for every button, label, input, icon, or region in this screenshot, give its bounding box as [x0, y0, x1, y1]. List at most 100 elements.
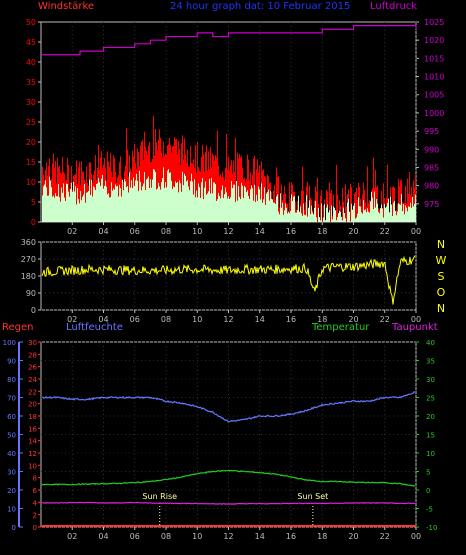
wind-y-tick-label: 45 — [26, 38, 36, 47]
wind-x-tick-label: 14 — [255, 227, 265, 236]
compass-label: N — [437, 302, 445, 315]
direction-y-tick-label: 0 — [31, 306, 36, 315]
direction-x-tick-label: 04 — [98, 315, 108, 324]
wind-axis-label: Windstärke — [38, 1, 95, 12]
sunrise-label: Sun Rise — [142, 492, 177, 501]
wind-x-tick-label: 02 — [67, 227, 77, 236]
rain-y-tick-label: 10 — [28, 462, 37, 470]
compass-label: O — [437, 286, 446, 299]
temperature-line — [41, 469, 415, 487]
compass-label: N — [437, 238, 445, 251]
rain-y-tick-label: 2 — [33, 512, 37, 520]
humidity-y-tick-label: 60 — [7, 413, 16, 421]
temperature-y-tick-label: 40 — [426, 339, 435, 347]
direction-y-tick-label: 270 — [21, 255, 36, 264]
dewpoint-label: Taupunkt — [392, 322, 438, 333]
temperature-y-tick-label: 20 — [426, 413, 435, 421]
rain-y-tick-label: 8 — [33, 475, 37, 483]
pressure-y-tick-label: 980 — [424, 182, 439, 191]
wind-y-tick-label: 35 — [26, 78, 36, 87]
pressure-axis-label: Luftdruck — [370, 1, 418, 12]
direction-x-tick-label: 00 — [411, 315, 421, 324]
climate-x-tick-label: 18 — [317, 532, 327, 541]
wind-x-tick-label: 08 — [161, 227, 171, 236]
humidity-y-tick-label: 70 — [7, 395, 16, 403]
pressure-y-tick-label: 1025 — [424, 18, 444, 27]
humidity-y-tick-label: 100 — [3, 339, 16, 347]
temperature-y-tick-label: -5 — [426, 506, 433, 514]
pressure-y-tick-label: 1020 — [424, 36, 444, 45]
climate-x-tick-label: 06 — [130, 532, 140, 541]
humidity-y-tick-label: 30 — [7, 469, 16, 477]
climate-x-tick-label: 10 — [192, 532, 202, 541]
wind-y-tick-label: 10 — [26, 178, 36, 187]
wind-y-tick-label: 20 — [26, 138, 36, 147]
direction-y-tick-label: 90 — [26, 289, 36, 298]
direction-x-tick-label: 02 — [67, 315, 77, 324]
pressure-y-tick-label: 995 — [424, 127, 439, 136]
wind-direction-line — [41, 255, 416, 305]
wind-x-tick-label: 06 — [130, 227, 140, 236]
wind-x-tick-label: 00 — [411, 227, 421, 236]
chart-title: 24 hour graph dat: 10 Februar 2015 — [170, 1, 351, 12]
climate-x-tick-label: 00 — [411, 532, 421, 541]
climate-x-tick-label: 14 — [255, 532, 265, 541]
climate-x-tick-label: 04 — [98, 532, 108, 541]
rain-label: Regen — [2, 322, 34, 333]
direction-x-tick-label: 12 — [223, 315, 233, 324]
climate-x-tick-label: 08 — [161, 532, 171, 541]
rain-y-tick-label: 26 — [28, 364, 37, 372]
humidity-y-tick-label: 40 — [7, 450, 16, 458]
direction-x-tick-label: 06 — [130, 315, 140, 324]
pressure-y-tick-label: 985 — [424, 163, 439, 172]
compass-label: S — [438, 270, 445, 283]
pressure-y-tick-label: 975 — [424, 200, 439, 209]
humidity-y-tick-label: 90 — [7, 358, 16, 366]
pressure-y-tick-label: 1015 — [424, 54, 444, 63]
rain-y-tick-label: 22 — [28, 388, 37, 396]
temperature-y-tick-label: 0 — [426, 487, 430, 495]
rain-y-tick-label: 24 — [28, 376, 37, 384]
rain-y-tick-label: 20 — [28, 401, 37, 409]
wind-x-tick-label: 20 — [348, 227, 358, 236]
direction-x-tick-label: 20 — [348, 315, 358, 324]
temperature-y-tick-label: 35 — [426, 358, 435, 366]
compass-label: W — [436, 254, 447, 267]
wind-y-tick-label: 30 — [26, 98, 36, 107]
wind-y-tick-label: 50 — [26, 18, 36, 27]
direction-x-tick-label: 22 — [380, 315, 390, 324]
wind-y-tick-label: 15 — [26, 158, 36, 167]
wind-y-tick-label: 0 — [31, 218, 36, 227]
temperature-y-tick-label: 25 — [426, 395, 435, 403]
pressure-y-tick-label: 1010 — [424, 73, 444, 82]
temperature-y-tick-label: 15 — [426, 432, 435, 440]
temperature-y-tick-label: 30 — [426, 376, 435, 384]
rain-y-tick-label: 12 — [28, 450, 37, 458]
temperature-label: Temperatur — [312, 322, 370, 333]
temperature-y-tick-label: 10 — [426, 450, 435, 458]
temperature-y-tick-label: 5 — [426, 469, 430, 477]
humidity-label: Luftfeuchte — [66, 322, 123, 333]
rain-y-tick-label: 0 — [33, 524, 37, 532]
pressure-line — [41, 25, 417, 56]
humidity-line — [42, 391, 416, 423]
rain-y-tick-label: 18 — [28, 413, 37, 421]
wind-x-tick-label: 18 — [317, 227, 327, 236]
wind-x-tick-label: 12 — [223, 227, 233, 236]
wind-y-tick-label: 5 — [31, 198, 36, 207]
direction-y-tick-label: 360 — [21, 238, 36, 247]
direction-x-tick-label: 10 — [192, 315, 202, 324]
humidity-y-tick-label: 20 — [7, 487, 16, 495]
wind-x-tick-label: 16 — [286, 227, 296, 236]
pressure-y-tick-label: 1005 — [424, 91, 444, 100]
humidity-y-tick-label: 80 — [7, 376, 16, 384]
climate-x-tick-label: 16 — [286, 532, 296, 541]
direction-x-tick-label: 14 — [255, 315, 265, 324]
wind-y-tick-label: 40 — [26, 58, 36, 67]
wind-x-tick-label: 04 — [98, 227, 108, 236]
wind-y-tick-label: 25 — [26, 118, 36, 127]
wind-x-tick-label: 22 — [380, 227, 390, 236]
direction-x-tick-label: 08 — [161, 315, 171, 324]
dewpoint-line — [42, 501, 416, 505]
